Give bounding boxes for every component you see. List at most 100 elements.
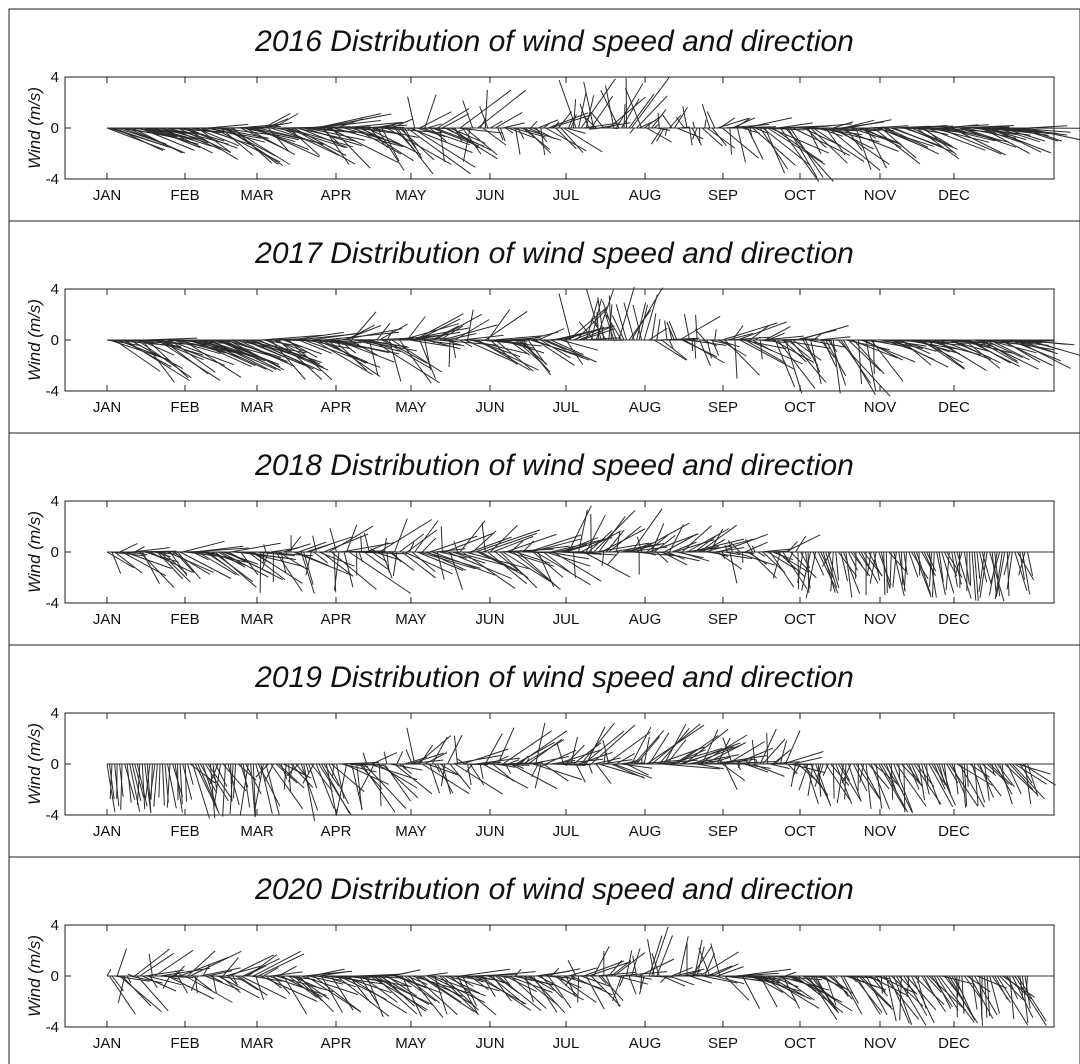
wind-stick bbox=[660, 975, 668, 983]
wind-stick bbox=[989, 551, 1005, 602]
wind-stick bbox=[633, 730, 665, 765]
wind-stick bbox=[439, 551, 467, 559]
wind-stick bbox=[459, 520, 486, 553]
wind-stick bbox=[434, 763, 441, 773]
wind-stick bbox=[926, 339, 965, 369]
wind-stick bbox=[590, 975, 621, 1007]
wind-stick bbox=[247, 551, 286, 581]
wind-stick bbox=[958, 763, 985, 808]
wind-stick bbox=[106, 127, 166, 151]
wind-stick bbox=[419, 111, 452, 129]
wind-stick bbox=[311, 968, 345, 977]
wind-stick bbox=[798, 763, 809, 791]
wind-stick bbox=[805, 975, 840, 1014]
wind-stick bbox=[818, 127, 843, 137]
wind-stick bbox=[419, 551, 476, 570]
wind-stick bbox=[747, 551, 768, 565]
wind-stick bbox=[349, 763, 369, 767]
wind-stick bbox=[507, 127, 538, 140]
wind-stick bbox=[331, 763, 335, 779]
wind-stick bbox=[452, 551, 486, 564]
wind-stick bbox=[615, 83, 644, 129]
x-tick-label-aug: AUG bbox=[629, 611, 662, 628]
wind-stick bbox=[583, 81, 595, 129]
wind-stick bbox=[624, 87, 643, 129]
wind-stick bbox=[505, 127, 514, 134]
wind-stick bbox=[598, 975, 607, 985]
wind-stick bbox=[593, 946, 610, 977]
wind-stick bbox=[537, 551, 555, 588]
wind-stick bbox=[636, 536, 643, 553]
wind-stick bbox=[923, 551, 935, 575]
wind-stick bbox=[889, 551, 892, 589]
wind-stick bbox=[247, 954, 278, 977]
wind-stick bbox=[762, 975, 798, 1003]
wind-stick bbox=[520, 545, 570, 553]
wind-stick bbox=[427, 123, 442, 129]
wind-stick bbox=[406, 127, 471, 175]
wind-stick bbox=[333, 127, 404, 148]
wind-stick bbox=[911, 975, 935, 1024]
wind-stick bbox=[565, 127, 586, 134]
wind-stick bbox=[868, 763, 890, 790]
wind-stick bbox=[675, 116, 685, 129]
wind-stick bbox=[351, 763, 363, 810]
wind-stick bbox=[900, 551, 904, 585]
wind-stick bbox=[167, 339, 235, 366]
wind-stick bbox=[456, 758, 466, 765]
wind-stick bbox=[832, 339, 841, 394]
wind-stick bbox=[469, 536, 512, 553]
wind-stick bbox=[661, 113, 673, 129]
wind-stick bbox=[361, 763, 396, 813]
wind-stick bbox=[454, 127, 463, 143]
wind-stick bbox=[502, 730, 552, 765]
wind-stick bbox=[515, 741, 556, 765]
wind-stick bbox=[570, 736, 578, 765]
wind-stick bbox=[164, 975, 181, 980]
y-tick-label: 0 bbox=[51, 968, 59, 985]
wind-stick bbox=[1006, 551, 1013, 590]
wind-stick bbox=[686, 528, 730, 553]
wind-stick bbox=[381, 127, 400, 162]
wind-stick bbox=[684, 728, 729, 765]
wind-stick bbox=[114, 339, 161, 372]
wind-stick bbox=[530, 975, 566, 1014]
wind-stick bbox=[565, 339, 584, 365]
wind-stick bbox=[517, 127, 525, 139]
wind-stick bbox=[1002, 339, 1041, 363]
wind-stick bbox=[481, 522, 486, 553]
wind-stick bbox=[386, 975, 417, 997]
wind-stick bbox=[782, 551, 808, 589]
wind-stick bbox=[568, 505, 592, 553]
wind-stick bbox=[632, 304, 643, 341]
wind-stick bbox=[580, 722, 615, 765]
wind-stick bbox=[174, 763, 183, 813]
wind-stick bbox=[873, 763, 899, 785]
wind-stick bbox=[815, 975, 832, 1005]
wind-stick bbox=[560, 537, 598, 553]
wind-stick bbox=[139, 127, 195, 151]
panel-frame bbox=[8, 856, 1080, 1064]
wind-stick bbox=[767, 975, 805, 997]
wind-stick bbox=[288, 975, 318, 998]
wind-stick bbox=[378, 763, 382, 807]
wind-stick bbox=[964, 339, 1001, 369]
x-tick-label-jan: JAN bbox=[93, 823, 121, 840]
wind-stick bbox=[270, 971, 303, 977]
wind-stick bbox=[401, 127, 416, 149]
panel-1: 2016 Distribution of wind speed and dire… bbox=[8, 8, 1080, 222]
wind-stick bbox=[439, 127, 445, 162]
wind-stick bbox=[629, 127, 635, 134]
wind-stick bbox=[598, 516, 626, 553]
wind-stick bbox=[149, 127, 201, 149]
wind-stick bbox=[527, 738, 563, 765]
wind-stick bbox=[605, 529, 625, 553]
wind-stick bbox=[323, 975, 356, 988]
wind-stick bbox=[429, 535, 478, 553]
wind-stick bbox=[131, 127, 183, 154]
wind-stick bbox=[583, 551, 631, 578]
wind-stick bbox=[759, 975, 778, 1008]
x-tick-label-jul: JUL bbox=[553, 399, 580, 416]
wind-stick bbox=[1021, 975, 1029, 1023]
